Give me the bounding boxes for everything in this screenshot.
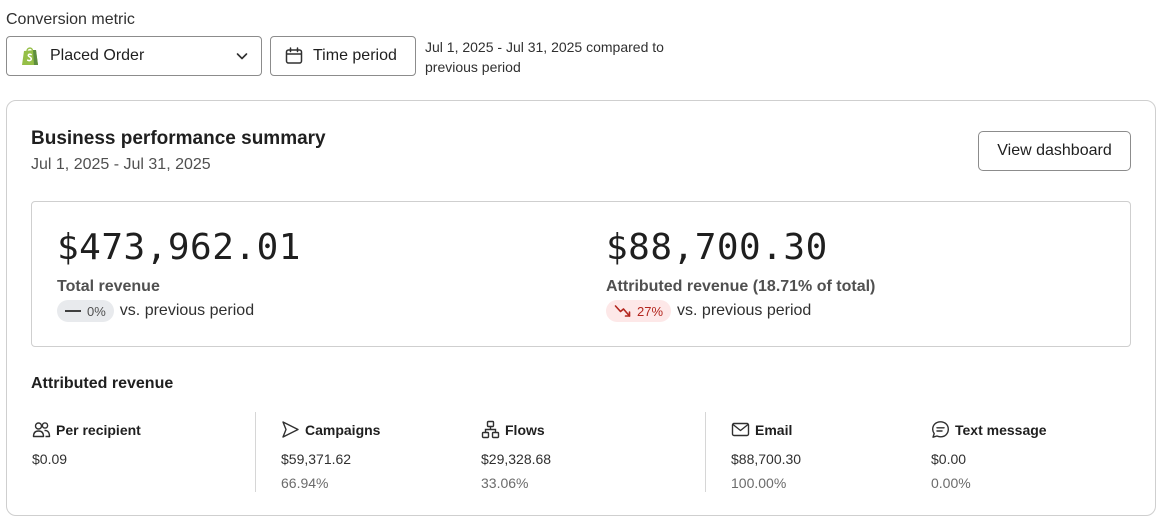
time-period-label: Time period xyxy=(313,47,397,64)
kpi-value: $88,700.30 xyxy=(606,227,828,268)
kpi-attributed-revenue: $88,700.30 Attributed revenue (18.71% of… xyxy=(606,226,875,322)
kpi-trend: 0% vs. previous period xyxy=(57,300,301,322)
metric-value: $29,328.68 xyxy=(481,451,552,467)
calendar-icon xyxy=(285,47,303,64)
column-divider xyxy=(255,412,256,492)
kpi-label: Attributed revenue (18.71% of total) xyxy=(606,278,876,295)
metric-value: $0.09 xyxy=(32,451,68,467)
trend-down-icon xyxy=(614,305,631,317)
business-performance-card: Business performance summary Jul 1, 2025… xyxy=(6,100,1156,516)
metric-header: Email xyxy=(731,420,801,439)
metric-label: Campaigns xyxy=(305,421,381,438)
trend-badge: 27% xyxy=(606,300,672,322)
trend-suffix: vs. previous period xyxy=(677,302,812,319)
metric-header: Per recipient xyxy=(32,420,141,439)
metric-label: Email xyxy=(755,421,793,438)
metric-value: $88,700.30 xyxy=(731,451,802,467)
metric-header: Flows xyxy=(481,420,551,439)
metric-value: $0.00 xyxy=(931,451,967,467)
card-date-range: Jul 1, 2025 - Jul 31, 2025 xyxy=(31,156,211,173)
people-icon xyxy=(32,422,51,438)
card-title: Business performance summary xyxy=(31,128,326,149)
metric-value: $59,371.62 xyxy=(281,451,352,467)
trend-change: 27% xyxy=(637,303,664,319)
metric-percent: 33.06% xyxy=(481,475,529,491)
metric-label: Text message xyxy=(955,421,1047,438)
conversion-metric-select[interactable]: Placed Order xyxy=(6,36,262,76)
chevron-down-icon xyxy=(236,53,248,60)
attributed-revenue-title: Attributed revenue xyxy=(31,375,174,392)
metric-label: Flows xyxy=(505,421,545,438)
metric-flows: Flows $29,328.68 33.06% xyxy=(481,420,551,491)
dash-icon xyxy=(65,310,81,312)
metric-email: Email $88,700.30 100.00% xyxy=(731,420,802,492)
kpi-total-revenue: $473,962.01 Total revenue 0% vs. previou… xyxy=(57,226,301,322)
conversion-metric-label: Conversion metric xyxy=(6,11,135,28)
trend-change: 0% xyxy=(87,303,106,319)
send-icon xyxy=(282,421,299,438)
metric-text-message: Text message $0.00 0.00% xyxy=(931,420,1047,491)
kpi-box: $473,962.01 Total revenue 0% vs. previou… xyxy=(31,201,1131,347)
kpi-trend: 27% vs. previous period xyxy=(606,300,875,322)
view-dashboard-button[interactable]: View dashboard xyxy=(978,131,1131,171)
metric-percent: 100.00% xyxy=(731,475,787,491)
kpi-value: $473,962.01 xyxy=(57,227,301,268)
metric-header: Text message xyxy=(931,420,1047,439)
trend-suffix: vs. previous period xyxy=(119,302,255,319)
shopify-bag-icon xyxy=(22,47,38,65)
chat-icon xyxy=(932,421,949,438)
period-comparison-note: Jul 1, 2025 - Jul 31, 2025 compared to p… xyxy=(425,39,664,75)
metric-campaigns: Campaigns $59,371.62 66.94% xyxy=(281,420,380,491)
metric-percent: 66.94% xyxy=(281,475,329,491)
time-period-button[interactable]: Time period xyxy=(270,36,416,76)
metric-per-recipient: Per recipient $0.09 xyxy=(32,420,141,468)
kpi-label: Total revenue xyxy=(57,278,160,295)
metric-percent: 0.00% xyxy=(931,475,971,491)
conversion-metric-value: Placed Order xyxy=(50,47,145,64)
column-divider xyxy=(705,412,706,492)
trend-badge: 0% xyxy=(57,300,114,322)
metric-header: Campaigns xyxy=(281,420,380,439)
flow-icon xyxy=(481,420,500,439)
mail-icon xyxy=(731,422,750,437)
metric-label: Per recipient xyxy=(56,421,141,438)
